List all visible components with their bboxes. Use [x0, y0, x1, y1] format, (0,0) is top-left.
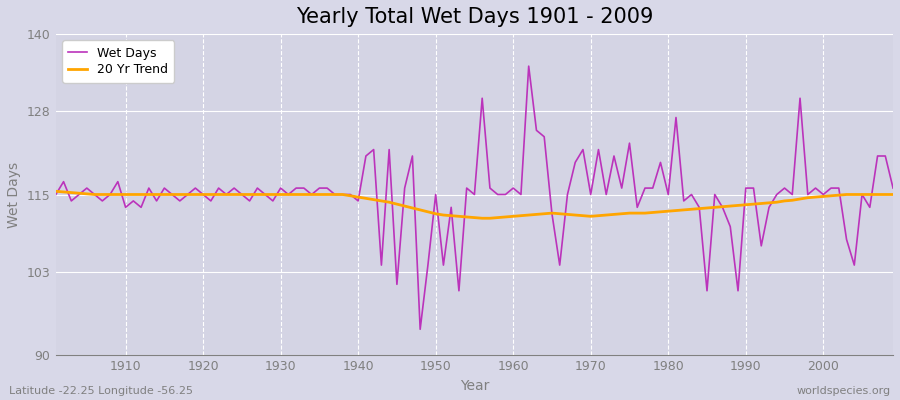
Wet Days [887, 186, 898, 190]
Wet Days [516, 192, 526, 197]
X-axis label: Year: Year [460, 379, 489, 393]
20 Yr Trend [283, 192, 293, 197]
20 Yr Trend [112, 192, 123, 197]
Y-axis label: Wet Days: Wet Days [7, 162, 21, 228]
Text: worldspecies.org: worldspecies.org [796, 386, 891, 396]
Line: Wet Days: Wet Days [56, 66, 893, 329]
Text: Latitude -22.25 Longitude -56.25: Latitude -22.25 Longitude -56.25 [9, 386, 193, 396]
Title: Yearly Total Wet Days 1901 - 2009: Yearly Total Wet Days 1901 - 2009 [296, 7, 653, 27]
Wet Days [283, 192, 293, 197]
Wet Days [508, 186, 518, 190]
20 Yr Trend [516, 213, 526, 218]
20 Yr Trend [329, 192, 340, 197]
Wet Days [50, 192, 61, 197]
20 Yr Trend [887, 192, 898, 197]
Wet Days [112, 179, 123, 184]
Wet Days [616, 186, 627, 190]
20 Yr Trend [477, 216, 488, 221]
Line: 20 Yr Trend: 20 Yr Trend [56, 191, 893, 218]
Wet Days [415, 327, 426, 332]
Wet Days [523, 64, 534, 68]
20 Yr Trend [508, 214, 518, 219]
20 Yr Trend [608, 212, 619, 217]
Legend: Wet Days, 20 Yr Trend: Wet Days, 20 Yr Trend [62, 40, 175, 82]
Wet Days [329, 192, 340, 197]
20 Yr Trend [50, 189, 61, 194]
